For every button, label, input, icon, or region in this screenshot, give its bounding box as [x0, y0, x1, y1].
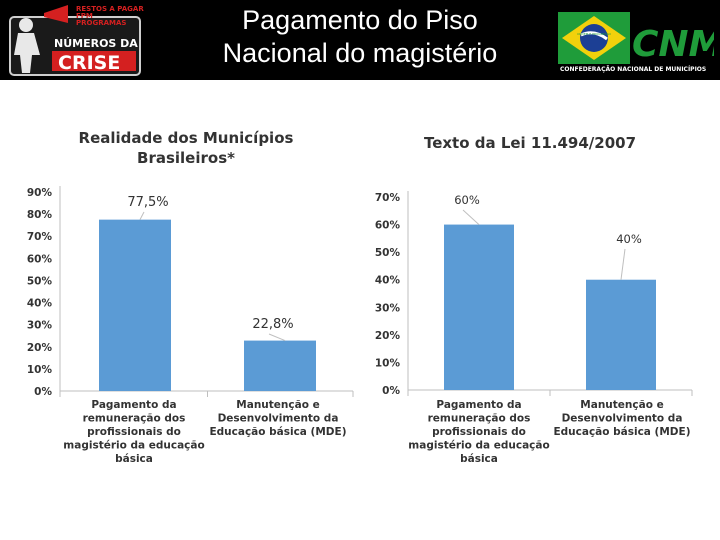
category-label-line: Manutenção e [580, 399, 663, 411]
chart-title-line: Realidade dos Municípios [79, 129, 294, 147]
logo-tag-line-3: PROGRAMAS [76, 19, 126, 27]
data-label-leader [462, 209, 480, 225]
category-label-line: remuneração dos [428, 413, 531, 425]
flag-blue-globe [580, 24, 608, 52]
y-tick-label: 40% [375, 275, 401, 287]
logo-numeros-da: NÚMEROS DA [54, 37, 138, 50]
y-tick-label: 40% [27, 298, 53, 310]
data-label-leader [139, 211, 145, 220]
header-bar: RESTOS A PAGAR FPM PROGRAMAS NÚMEROS DA … [0, 0, 720, 80]
bar [586, 279, 656, 390]
category-label-line: Pagamento da [91, 399, 176, 411]
data-label-leader [620, 248, 626, 280]
flag-band [580, 31, 608, 41]
y-tick-label: 60% [375, 220, 401, 232]
logo-crise-band [52, 51, 136, 71]
category-label-line: magistério da educação [408, 440, 549, 452]
y-tick-label: 0% [34, 386, 52, 398]
data-label-leader [268, 333, 286, 342]
data-label: 22,8% [252, 317, 293, 332]
megaphone-icon [44, 5, 68, 23]
data-label: 40% [616, 232, 642, 246]
y-tick-label: 0% [382, 385, 400, 397]
category-label-line: Manutenção e [236, 399, 319, 411]
y-tick-label: 60% [27, 253, 53, 265]
y-tick-label: 70% [375, 192, 401, 204]
bar [99, 219, 171, 391]
y-tick-label: 90% [27, 187, 53, 199]
chart-title-line: Brasileiros* [137, 149, 235, 167]
category-label-line: remuneração dos [83, 413, 186, 425]
y-tick-label: 10% [27, 364, 53, 376]
bar [444, 224, 514, 390]
numeros-da-crise-logo: RESTOS A PAGAR FPM PROGRAMAS NÚMEROS DA … [9, 5, 144, 76]
y-tick-label: 30% [27, 320, 53, 332]
cnm-tagline: CONFEDERAÇÃO NACIONAL DE MUNICÍPIOS [560, 65, 706, 73]
category-label-line: Pagamento da [436, 399, 521, 411]
y-tick-label: 20% [27, 342, 53, 354]
cnm-acronym: CNM [632, 24, 714, 65]
category-label-line: Educação básica (MDE) [553, 426, 690, 438]
category-label-line: Desenvolvimento da [562, 413, 683, 425]
category-label-line: profissionais do [87, 426, 181, 438]
page-title-line-2: Nacional do magistério [222, 38, 498, 68]
category-label-line: profissionais do [432, 426, 526, 438]
chart-texto-lei: Texto da Lei 11.494/2007 0% 10% 20% 30% 40% 50… [375, 134, 693, 465]
logo-tag-line-2: FPM [76, 12, 93, 20]
logo-crise: CRISE [58, 52, 120, 74]
y-tick-label: 30% [375, 302, 401, 314]
category-label-line: básica [115, 453, 153, 465]
category-label-line: Educação básica (MDE) [209, 426, 346, 438]
data-label: 60% [454, 193, 480, 207]
y-tick-label: 50% [375, 247, 401, 259]
y-tick-label: 20% [375, 330, 401, 342]
category-label-line: básica [460, 453, 498, 465]
y-tick-label: 80% [27, 209, 53, 221]
logo-tag-line-1: RESTOS A PAGAR [76, 5, 144, 13]
cnm-logo: ORDEM E PROGRESSO CNM CONFEDERAÇÃO NACIO… [558, 12, 714, 73]
y-tick-label: 70% [27, 231, 53, 243]
bar [244, 340, 316, 391]
person-body-icon [14, 33, 40, 73]
flag-band-text: ORDEM E PROGRESSO [577, 32, 611, 36]
category-label-line: magistério da educação [63, 440, 204, 452]
category-label-line: Desenvolvimento da [218, 413, 339, 425]
chart-realidade-municipios: Realidade dos Municípios Brasileiros* 0% 10… [27, 129, 354, 465]
person-head-icon [19, 18, 33, 32]
page-title-line-1: Pagamento do Piso [242, 5, 478, 35]
y-tick-label: 10% [375, 357, 401, 369]
y-tick-label: 50% [27, 275, 53, 287]
data-label: 77,5% [127, 195, 168, 210]
chart-title-line: Texto da Lei 11.494/2007 [424, 134, 636, 152]
page-title: Pagamento do Piso Nacional do magistério [170, 4, 550, 70]
